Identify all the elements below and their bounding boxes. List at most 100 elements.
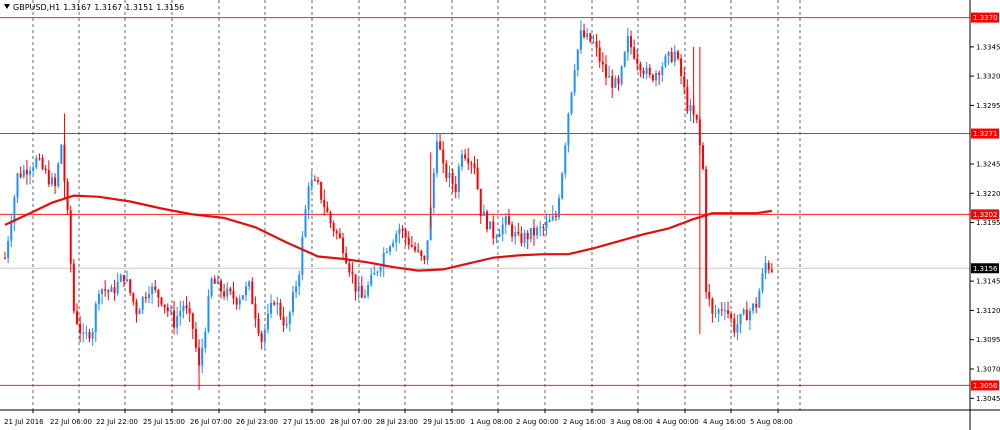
candle-body (13, 197, 16, 223)
candle-body (295, 286, 298, 293)
candle (204, 327, 207, 353)
candle-body (767, 262, 770, 270)
candle-body (526, 233, 529, 240)
candle (101, 288, 104, 305)
candle (388, 245, 391, 256)
candle (166, 303, 169, 317)
level-label-bg (971, 209, 999, 220)
candle (432, 168, 435, 214)
candle-body (304, 209, 307, 237)
candle-body (248, 281, 251, 287)
candle (720, 302, 723, 317)
candle (235, 296, 238, 310)
candle-body (407, 237, 410, 246)
candle-body (714, 313, 717, 315)
candle (382, 247, 385, 277)
candle (4, 251, 6, 260)
candle (545, 213, 548, 236)
candle (611, 69, 614, 98)
candle-body (4, 257, 6, 259)
candle (504, 213, 507, 234)
candle (395, 230, 398, 252)
candle-body (260, 333, 263, 342)
candle-body (426, 240, 429, 260)
candle-body (317, 180, 319, 182)
candle (160, 297, 163, 307)
candle-body (448, 172, 451, 179)
candle (104, 280, 107, 297)
horizontal-levels[interactable] (0, 17, 970, 386)
x-tick-label: 4 Aug 16:00 (703, 418, 746, 426)
candle-body (154, 286, 157, 290)
candle (701, 142, 704, 171)
candle-body (639, 63, 642, 71)
candle (532, 219, 535, 246)
candle-body (398, 228, 401, 235)
candle-body (439, 141, 442, 150)
candle (620, 65, 623, 87)
candle (367, 281, 370, 299)
candle (623, 50, 626, 68)
candle (507, 208, 510, 225)
candle-body (29, 170, 32, 175)
candle-body (223, 291, 226, 297)
candle-body (69, 210, 72, 264)
candle-body (604, 64, 607, 78)
candle (392, 239, 395, 248)
candle (191, 312, 194, 340)
candle-body (554, 215, 557, 218)
dropdown-triangle-icon[interactable] (4, 4, 10, 9)
candle-body (482, 211, 485, 217)
x-tick-label: 4 Aug 00:00 (656, 418, 699, 426)
candle (157, 288, 160, 308)
candle-body (486, 211, 489, 230)
candle (307, 182, 310, 220)
candle (727, 301, 730, 319)
candle (317, 176, 319, 185)
candle-body (44, 168, 47, 171)
candle-body (564, 145, 567, 174)
candle (482, 204, 485, 217)
x-tick-label: 26 Jul 23:00 (236, 418, 278, 426)
candle-body (357, 285, 360, 292)
candle (579, 20, 582, 54)
candle (661, 62, 664, 82)
candle (44, 165, 47, 174)
candle-body (360, 285, 363, 298)
candle-body (404, 230, 407, 238)
candle (676, 49, 679, 61)
candle-body (320, 181, 323, 200)
candle-body (498, 234, 501, 237)
candle (598, 40, 601, 68)
candle-body (57, 163, 60, 186)
candle (266, 303, 269, 334)
candle-body (529, 227, 532, 240)
candle (745, 301, 748, 321)
candle-body (723, 310, 726, 312)
candle-body (645, 67, 648, 74)
candle-body (169, 310, 172, 312)
candle-body (670, 51, 673, 62)
candle-body (658, 72, 661, 75)
candle-body (473, 163, 476, 168)
candle (414, 242, 417, 253)
x-tick-label: 1 Aug 08:00 (470, 418, 513, 426)
candle (276, 296, 279, 315)
candle-body (626, 36, 629, 53)
candle (188, 301, 191, 323)
candle (539, 221, 542, 237)
candle (223, 283, 226, 300)
candle (94, 301, 97, 343)
y-tick-label: 1.3095 (976, 336, 1000, 344)
y-axis-ticks: 1.3345 1.3320 1.3295 1.3245 1.3220 1.3195 1.31… (970, 43, 1000, 403)
candle (633, 39, 636, 61)
candle-body (548, 219, 551, 222)
candle (323, 189, 326, 216)
candle-body (717, 309, 720, 314)
candle (642, 67, 645, 79)
candle-body (176, 316, 179, 328)
candle (57, 162, 60, 189)
candle-body (91, 332, 94, 339)
